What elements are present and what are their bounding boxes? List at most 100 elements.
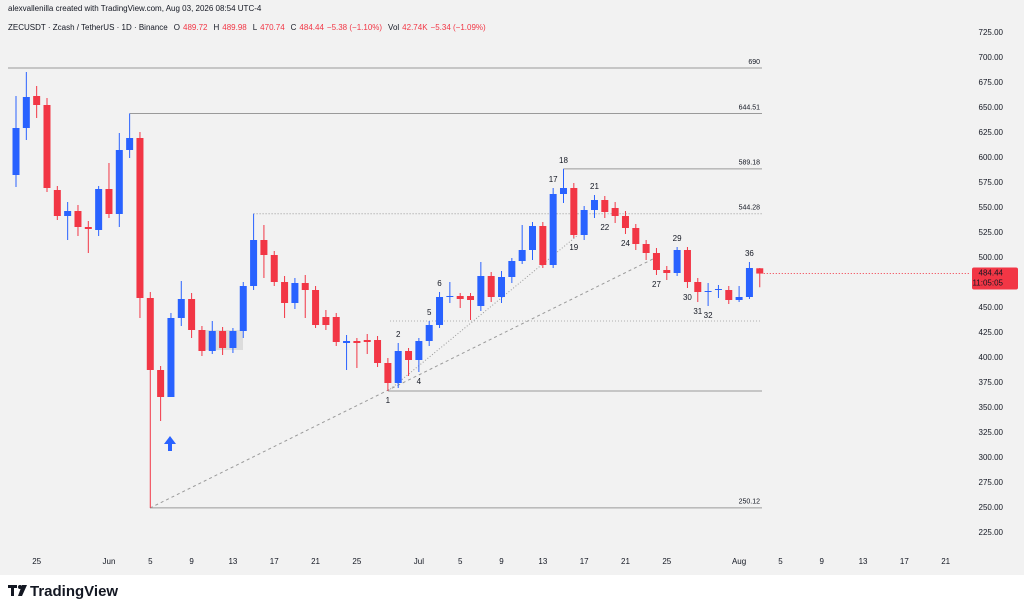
candle-body [312, 290, 320, 325]
legend: ZECUSDT · Zcash / TetherUS · 1D · Binanc… [8, 23, 486, 32]
candle-body [663, 270, 671, 273]
candle-body [95, 189, 103, 230]
candle-body [425, 325, 433, 341]
candle-body [487, 276, 495, 297]
candle-body [570, 188, 578, 235]
candle-body [467, 296, 475, 300]
y-tick-label: 300.00 [979, 453, 1004, 462]
candle-body [177, 299, 185, 318]
candle-body [229, 331, 237, 348]
candle-body [332, 317, 340, 342]
candle-body [745, 268, 753, 297]
candle-body [652, 253, 660, 270]
candle-body [498, 277, 506, 297]
y-tick-label: 700.00 [979, 53, 1004, 62]
y-tick-label: 650.00 [979, 103, 1004, 112]
x-tick-label: Aug [732, 557, 746, 566]
level-label: 644.51 [739, 104, 761, 111]
brand: TradingView [30, 583, 119, 600]
candle-body [735, 297, 743, 300]
count-label: 17 [549, 175, 558, 184]
legend-key: C [290, 23, 297, 32]
x-tick-label: 9 [189, 557, 194, 566]
legend-key: L [252, 23, 258, 32]
legend-value: 470.74 [260, 23, 285, 32]
candle-body [508, 261, 516, 277]
x-tick-label: 21 [311, 557, 320, 566]
x-tick-label: 13 [538, 557, 547, 566]
x-tick-label: 5 [148, 557, 153, 566]
count-label: 36 [745, 249, 754, 258]
count-label: 6 [437, 279, 442, 288]
candle-body [756, 268, 764, 274]
y-tick-label: 400.00 [979, 353, 1004, 362]
level-label: 690 [748, 59, 760, 66]
legend-value: 484.44 [299, 23, 324, 32]
candle-body [611, 208, 619, 216]
level-label: 544.28 [739, 205, 761, 212]
x-tick-label: 5 [778, 557, 783, 566]
level-label: 250.12 [739, 499, 761, 506]
x-tick-label: 25 [662, 557, 671, 566]
x-tick-label: 17 [580, 557, 589, 566]
candle-body [601, 200, 609, 212]
trend-line [387, 234, 579, 392]
y-tick-label: 625.00 [979, 128, 1004, 137]
count-label: 21 [590, 182, 599, 191]
x-tick-label: 13 [228, 557, 237, 566]
y-tick-label: 725.00 [979, 28, 1004, 37]
x-tick-label: 25 [32, 557, 41, 566]
candle-body [146, 298, 154, 370]
count-label: 32 [704, 311, 713, 320]
count-label: 18 [559, 156, 568, 165]
y-tick-label: 250.00 [979, 503, 1004, 512]
y-tick-label: 375.00 [979, 378, 1004, 387]
legend-value: 489.72 [183, 23, 208, 32]
candle-body [374, 340, 382, 363]
y-tick-label: 525.00 [979, 228, 1004, 237]
candle-body [157, 370, 165, 397]
count-label: 19 [569, 243, 578, 252]
candle-body [725, 290, 733, 300]
candle-body [239, 286, 247, 331]
candle-body [363, 340, 371, 342]
count-label: 4 [417, 377, 422, 386]
x-tick-label: 21 [621, 557, 630, 566]
x-tick-label: 5 [458, 557, 463, 566]
candle-body [590, 200, 598, 210]
y-tick-label: 500.00 [979, 253, 1004, 262]
candle-body [33, 96, 41, 105]
y-tick-label: 675.00 [979, 78, 1004, 87]
count-label: 22 [600, 223, 609, 232]
candle-body [322, 317, 330, 325]
count-label: 31 [693, 307, 702, 316]
candle-body [559, 188, 567, 194]
candle-body [580, 210, 588, 235]
x-tick-label: 21 [941, 557, 950, 566]
candle-body [436, 297, 444, 325]
y-tick-label: 350.00 [979, 403, 1004, 412]
candle-body [549, 194, 557, 265]
x-tick-label: Jul [414, 557, 424, 566]
candle-body [43, 105, 51, 188]
candle-body [683, 250, 691, 282]
price-label-box [972, 267, 1018, 290]
candle-body [167, 318, 175, 397]
level-label: 589.18 [739, 160, 761, 167]
legend-change: −5.38 (−1.10%) [326, 23, 383, 32]
candle-body [115, 150, 123, 214]
count-label: 29 [673, 234, 682, 243]
y-tick-label: 450.00 [979, 303, 1004, 312]
candle-body [291, 283, 299, 303]
candle-body [446, 296, 454, 297]
trend-line [149, 257, 656, 509]
candle-body [632, 228, 640, 244]
price-label: 484.44 [979, 269, 1004, 278]
candle-body [477, 276, 485, 306]
count-label: 1 [386, 396, 391, 405]
count-label: 24 [621, 239, 630, 248]
arrow-up [164, 436, 176, 451]
candle-body [518, 250, 526, 261]
y-tick-label: 550.00 [979, 203, 1004, 212]
